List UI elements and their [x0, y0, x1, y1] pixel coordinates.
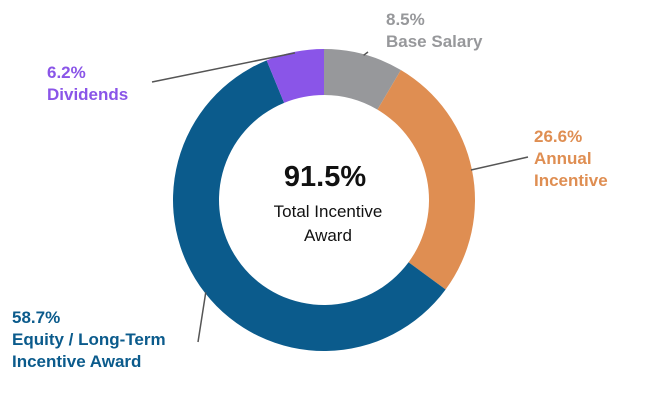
leader-lines: [151, 51, 529, 343]
slice-percent-annual-incentive: 26.6%: [534, 127, 583, 146]
center-caption-line-1: Total Incentive: [274, 202, 383, 221]
slice-percent-base-salary: 8.5%: [386, 10, 425, 29]
leader-line-dividends: [151, 52, 296, 83]
slice-name-equity-line-2: Incentive Award: [12, 352, 142, 371]
donut-slice-base: [324, 49, 401, 110]
donut-slice-equity: [173, 60, 446, 351]
slice-label-annual-incentive: 26.6% Annual Incentive: [534, 126, 608, 192]
slice-label-dividends: 6.2% Dividends: [47, 62, 128, 106]
donut-slice-dividends: [266, 49, 324, 103]
slice-name-base-salary: Base Salary: [386, 32, 483, 51]
slice-label-base-salary: 8.5% Base Salary: [386, 9, 482, 53]
slice-name-annual-line-1: Annual: [534, 149, 592, 168]
leader-line-base: [363, 51, 369, 56]
center-caption-line-2: Award: [304, 226, 352, 245]
leader-line-annual: [470, 156, 529, 171]
slice-label-equity-long-term: 58.7% Equity / Long-Term Incentive Award: [12, 307, 166, 373]
slice-name-equity-line-1: Equity / Long-Term: [12, 330, 166, 349]
slice-name-dividends: Dividends: [47, 85, 129, 104]
donut-slice-annual: [377, 70, 476, 290]
leader-line-equity: [197, 292, 207, 343]
slice-name-annual-line-2: Incentive: [534, 171, 608, 190]
center-total-value: 91.5%: [284, 161, 366, 193]
donut-slices: [173, 49, 476, 351]
slice-percent-equity-long-term: 58.7%: [12, 308, 61, 327]
slice-percent-dividends: 6.2%: [47, 63, 86, 82]
